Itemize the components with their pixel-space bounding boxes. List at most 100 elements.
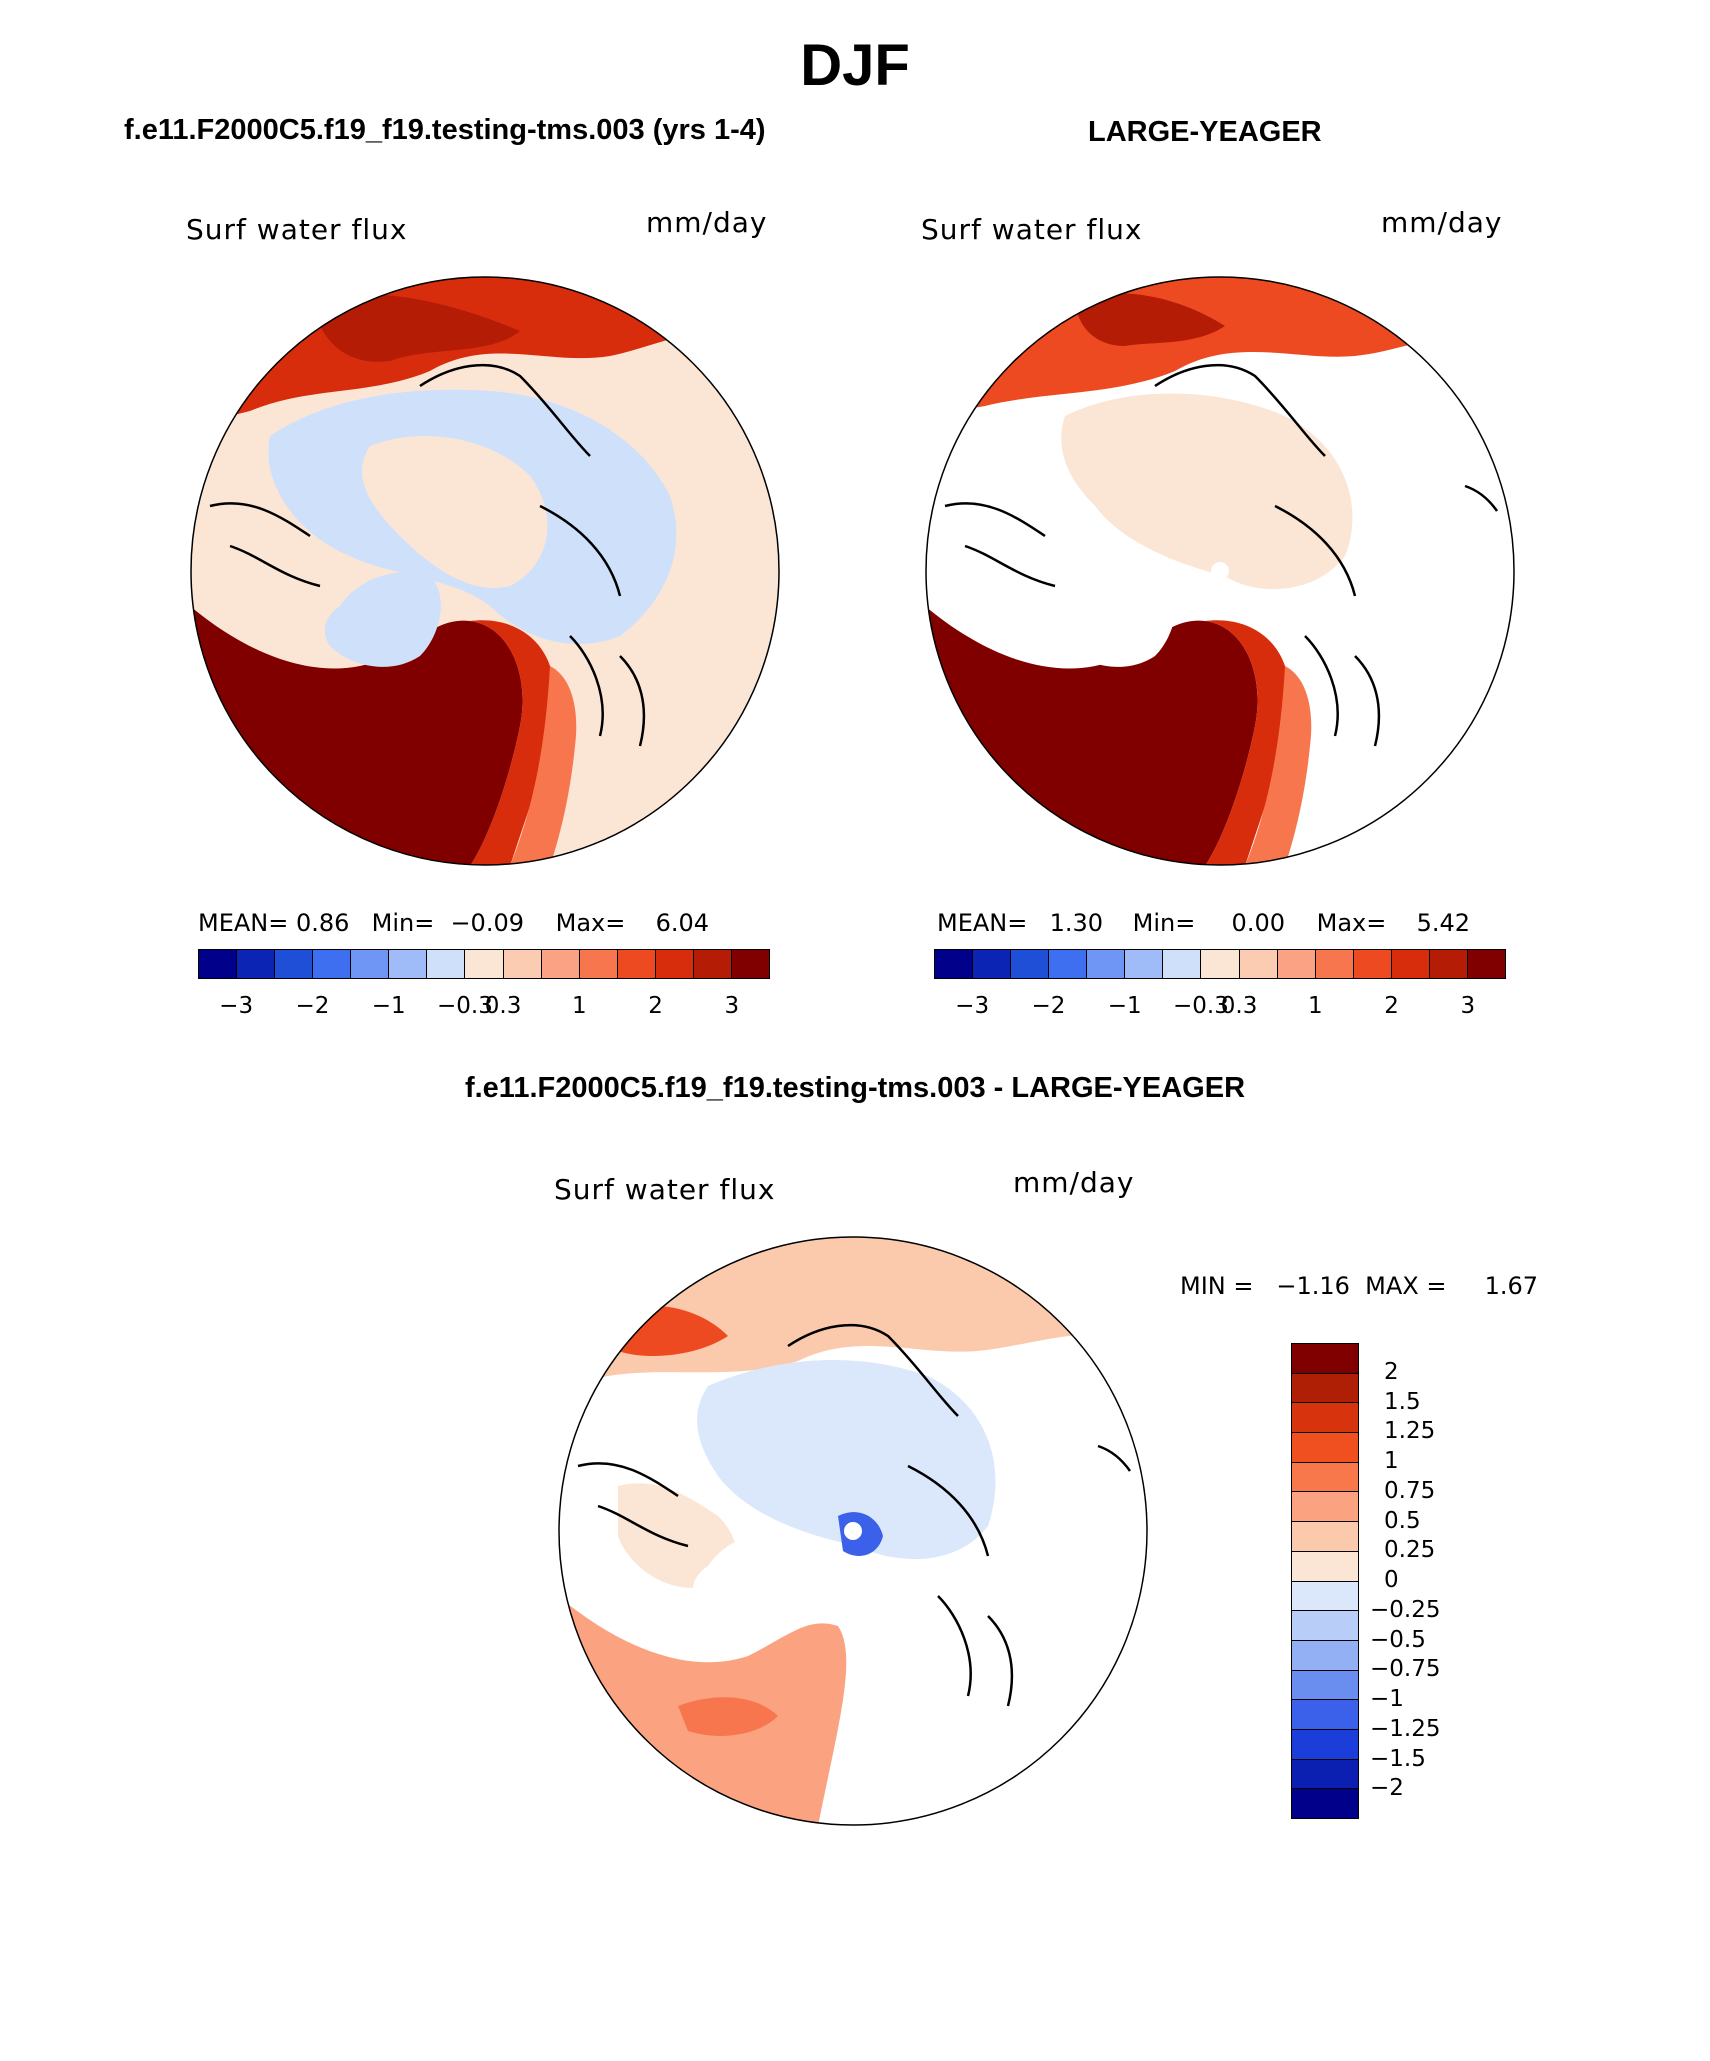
pacific-high-flux-core — [310, 293, 520, 362]
colorbar-tick-label: 2 — [1384, 993, 1399, 1019]
page-title: DJF — [800, 33, 910, 98]
mean-label: MEAN= — [937, 909, 1028, 937]
max-value: 5.42 — [1416, 909, 1470, 937]
max-label: Max= — [1316, 909, 1387, 937]
colorbar-swatch — [1292, 1581, 1358, 1612]
colorbar-swatch — [1292, 1759, 1358, 1790]
colorbar-swatch — [693, 950, 732, 978]
difference-min-max: MIN = −1.16 MAX = 1.67 — [1180, 1272, 1539, 1300]
control-colorbar-ticks: −3 −2 −1 −0.3 0.3 1 2 3 — [934, 993, 1506, 1023]
min-value: −0.09 — [450, 909, 524, 937]
colorbar-swatch — [237, 950, 276, 978]
colorbar-tick-label: 3 — [724, 993, 740, 1019]
pole-gap — [1211, 562, 1229, 580]
test-variable-label: Surf water flux — [186, 213, 408, 246]
colorbar-swatch — [351, 950, 390, 978]
control-variable-label: Surf water flux — [921, 213, 1143, 246]
colorbar-swatch — [503, 950, 542, 978]
colorbar-swatch — [389, 950, 428, 978]
colorbar-tick-label: 0.75 — [1384, 1477, 1436, 1504]
colorbar-tick-label: −1.5 — [1370, 1745, 1426, 1772]
test-stats-line: MEAN= 0.86 Min= −0.09 Max= 6.04 — [198, 909, 709, 937]
colorbar-tick-label: 2 — [648, 993, 663, 1019]
mean-value: 1.30 — [1049, 909, 1103, 937]
greenland-region — [692, 1532, 809, 1627]
atlantic-high-anomaly — [678, 1697, 778, 1736]
colorbar-swatch — [655, 950, 694, 978]
colorbar-swatch — [1277, 950, 1316, 978]
colorbar-swatch — [617, 950, 656, 978]
colorbar-tick-label: 1.5 — [1384, 1388, 1421, 1415]
colorbar-tick-label: 3 — [1460, 993, 1476, 1019]
colorbar-swatch — [1292, 1462, 1358, 1493]
colorbar-swatch — [1391, 950, 1430, 978]
greenland-region — [1059, 572, 1176, 667]
colorbar-swatch — [1292, 1344, 1358, 1374]
atlantic-outer-band — [510, 666, 577, 865]
max-label: Max= — [555, 909, 626, 937]
colorbar-swatch — [1292, 1492, 1358, 1523]
test-polar-map — [190, 276, 780, 866]
colorbar-swatch — [199, 950, 238, 978]
colorbar-swatch — [541, 950, 580, 978]
control-stats-line: MEAN= 1.30 Min= 0.00 Max= 5.42 — [937, 909, 1470, 937]
colorbar-tick-label: −3 — [219, 993, 254, 1019]
colorbar-tick-label: −0.3 — [436, 993, 493, 1019]
coastline-outline — [577, 1323, 1132, 1707]
colorbar-tick-label: −1 — [1107, 993, 1142, 1019]
colorbar-swatch — [275, 950, 314, 978]
test-case-title: f.e11.F2000C5.f19_f19.testing-tms.003 (y… — [124, 114, 766, 146]
control-case-title: LARGE-YEAGER — [1088, 116, 1322, 148]
atlantic-gradient-band — [1205, 620, 1289, 865]
colorbar-swatch — [1201, 950, 1240, 978]
colorbar-tick-label: 0.5 — [1384, 1507, 1421, 1534]
control-units-label: mm/day — [1381, 206, 1503, 239]
test-colorbar-ticks: −3 −2 −1 −0.3 0.3 1 2 3 — [198, 993, 770, 1023]
colorbar-tick-label: 1 — [1384, 1448, 1399, 1474]
pole-gap — [844, 1522, 862, 1540]
coastline-outline — [944, 363, 1499, 747]
difference-variable-label: Surf water flux — [554, 1173, 776, 1206]
colorbar-swatch — [313, 950, 352, 978]
greenland-region — [324, 572, 441, 667]
colorbar-swatch — [1292, 1611, 1358, 1641]
colorbar-swatch — [579, 950, 618, 978]
colorbar-tick-label: −1.25 — [1370, 1715, 1441, 1742]
arctic-negative-anomaly — [697, 1359, 996, 1560]
min-label: Min= — [371, 909, 435, 937]
pacific-high-flux-core — [1075, 292, 1225, 346]
colorbar-tick-label: −2 — [1370, 1775, 1404, 1802]
colorbar-tick-label: −0.3 — [1172, 993, 1229, 1019]
test-units-label: mm/day — [646, 206, 768, 239]
colorbar-swatch — [1292, 1373, 1358, 1404]
min-label: Min= — [1132, 909, 1196, 937]
colorbar-swatch — [427, 950, 466, 978]
colorbar-tick-label: 1.25 — [1384, 1418, 1436, 1445]
difference-polar-map — [558, 1236, 1148, 1826]
colorbar-swatch — [1292, 1522, 1358, 1552]
colorbar-swatch — [1125, 950, 1164, 978]
control-polar-map — [925, 276, 1515, 866]
colorbar-tick-label: −0.75 — [1370, 1656, 1441, 1683]
colorbar-tick-label: 0.25 — [1384, 1537, 1436, 1564]
max-value: 6.04 — [655, 909, 709, 937]
colorbar-swatch — [1292, 1551, 1358, 1582]
colorbar-swatch — [1353, 950, 1392, 978]
colorbar-tick-label: 2 — [1384, 1358, 1399, 1385]
colorbar-swatch — [1292, 1403, 1358, 1434]
colorbar-tick-label: −0.5 — [1370, 1626, 1426, 1653]
colorbar-tick-label: 0 — [1384, 1567, 1399, 1593]
colorbar-swatch — [1292, 1729, 1358, 1760]
mean-value: 0.86 — [296, 909, 350, 937]
colorbar-swatch — [731, 950, 769, 978]
control-colorbar — [934, 949, 1506, 979]
arctic-central-land — [1061, 393, 1353, 590]
colorbar-swatch — [1049, 950, 1088, 978]
colorbar-tick-label: 1 — [1308, 993, 1323, 1019]
colorbar-swatch — [1163, 950, 1202, 978]
difference-case-title: f.e11.F2000C5.f19_f19.testing-tms.003 - … — [464, 1072, 1246, 1104]
colorbar-tick-label: −0.25 — [1370, 1596, 1441, 1623]
colorbar-swatch — [1239, 950, 1278, 978]
colorbar-tick-label: 0.3 — [484, 993, 522, 1019]
colorbar-swatch — [1429, 950, 1468, 978]
